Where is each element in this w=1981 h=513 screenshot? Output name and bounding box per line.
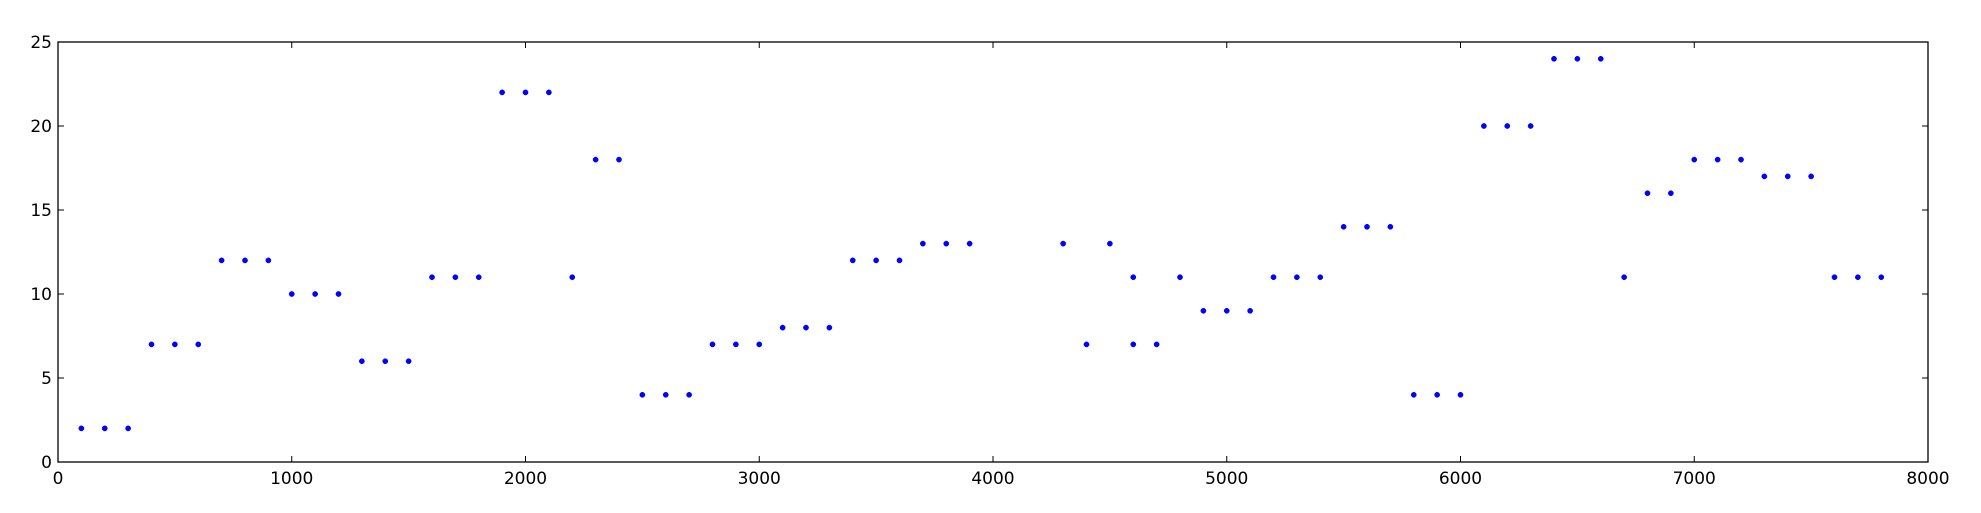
- data-point: [335, 291, 342, 297]
- x-tick-label: 6000: [1439, 469, 1482, 489]
- data-point: [1177, 274, 1183, 281]
- data-point: [288, 291, 295, 297]
- data-point: [475, 274, 482, 281]
- data-point: [1223, 307, 1230, 314]
- y-tick-label: 0: [41, 453, 52, 473]
- data-point: [1060, 240, 1066, 247]
- x-tick-label: 4000: [971, 469, 1014, 489]
- data-point: [1691, 156, 1698, 163]
- y-tick-label: 25: [30, 33, 52, 53]
- y-axis-ticks: 0 5 10 15 20 25: [30, 33, 1928, 473]
- data-point: [1831, 274, 1838, 281]
- data-point: [1761, 173, 1768, 180]
- data-point: [1083, 341, 1090, 348]
- data-point: [499, 89, 505, 96]
- plot-area-frame: [57, 41, 1929, 463]
- data-point: [1364, 223, 1370, 230]
- data-point: [1153, 341, 1160, 348]
- data-point: [966, 240, 973, 247]
- data-point: [218, 257, 225, 264]
- data-point: [1130, 274, 1137, 281]
- data-point: [1597, 55, 1604, 62]
- data-point: [148, 341, 155, 348]
- data-point: [312, 291, 318, 297]
- data-point: [662, 391, 669, 398]
- data-point: [569, 274, 576, 281]
- x-tick-label: 7000: [1673, 469, 1716, 489]
- x-tick-label: 5000: [1205, 469, 1248, 489]
- data-point: [1457, 391, 1464, 398]
- data-point: [616, 156, 622, 163]
- data-point: [1784, 173, 1791, 180]
- data-point: [1504, 123, 1511, 129]
- data-point: [779, 324, 786, 331]
- data-point: [359, 358, 365, 365]
- data-point: [1668, 190, 1674, 197]
- data-point: [1130, 341, 1137, 348]
- y-tick-label: 20: [30, 117, 52, 137]
- data-point: [1644, 190, 1651, 197]
- data-point: [756, 341, 763, 348]
- data-point: [1621, 274, 1627, 281]
- data-point: [265, 257, 272, 264]
- data-point: [1481, 123, 1487, 129]
- data-point: [639, 391, 646, 398]
- data-point: [78, 425, 85, 432]
- x-tick-label: 1000: [270, 469, 313, 489]
- data-point: [452, 274, 459, 281]
- y-tick-label: 10: [30, 285, 52, 305]
- data-point: [101, 425, 108, 432]
- data-point: [920, 240, 926, 247]
- data-point: [1855, 274, 1861, 281]
- x-tick-label: 0: [53, 469, 64, 489]
- x-tick-label: 3000: [738, 469, 781, 489]
- data-point: [405, 358, 412, 365]
- data-point: [195, 341, 202, 348]
- data-point: [1317, 274, 1324, 281]
- x-axis-ticks: 0 1000 2000 3000 4000 5000 6000 7000 8000: [53, 42, 1950, 489]
- data-point: [896, 257, 903, 264]
- data-point: [242, 257, 248, 264]
- data-point: [1410, 391, 1417, 398]
- y-tick-label: 5: [41, 369, 52, 389]
- data-points: [78, 55, 1885, 432]
- x-tick-label: 2000: [504, 469, 547, 489]
- data-point: [1434, 391, 1440, 398]
- data-point: [1527, 123, 1534, 129]
- data-point: [803, 324, 809, 331]
- data-point: [686, 391, 692, 398]
- x-tick-label: 8000: [1906, 469, 1949, 489]
- data-point: [1551, 55, 1557, 62]
- data-point: [125, 425, 131, 432]
- data-point: [709, 341, 716, 348]
- data-point: [592, 156, 599, 163]
- data-point: [546, 89, 552, 96]
- data-point: [522, 89, 529, 96]
- data-point: [1340, 223, 1347, 230]
- data-point: [1738, 156, 1744, 163]
- data-point: [826, 324, 833, 331]
- data-point: [1387, 223, 1394, 230]
- data-point: [1200, 307, 1207, 314]
- y-tick-label: 15: [30, 201, 52, 221]
- data-point: [1247, 307, 1253, 314]
- data-point: [849, 257, 856, 264]
- data-point: [1808, 173, 1814, 180]
- data-point: [1714, 156, 1721, 163]
- data-point: [873, 257, 879, 264]
- data-point: [172, 341, 178, 348]
- data-point: [1574, 55, 1581, 62]
- data-point: [733, 341, 739, 348]
- data-point: [1270, 274, 1277, 281]
- data-point: [943, 240, 950, 247]
- data-point: [429, 274, 435, 281]
- data-point: [382, 358, 389, 365]
- data-point: [1878, 274, 1885, 281]
- data-point: [1294, 274, 1300, 281]
- data-point: [1107, 240, 1113, 247]
